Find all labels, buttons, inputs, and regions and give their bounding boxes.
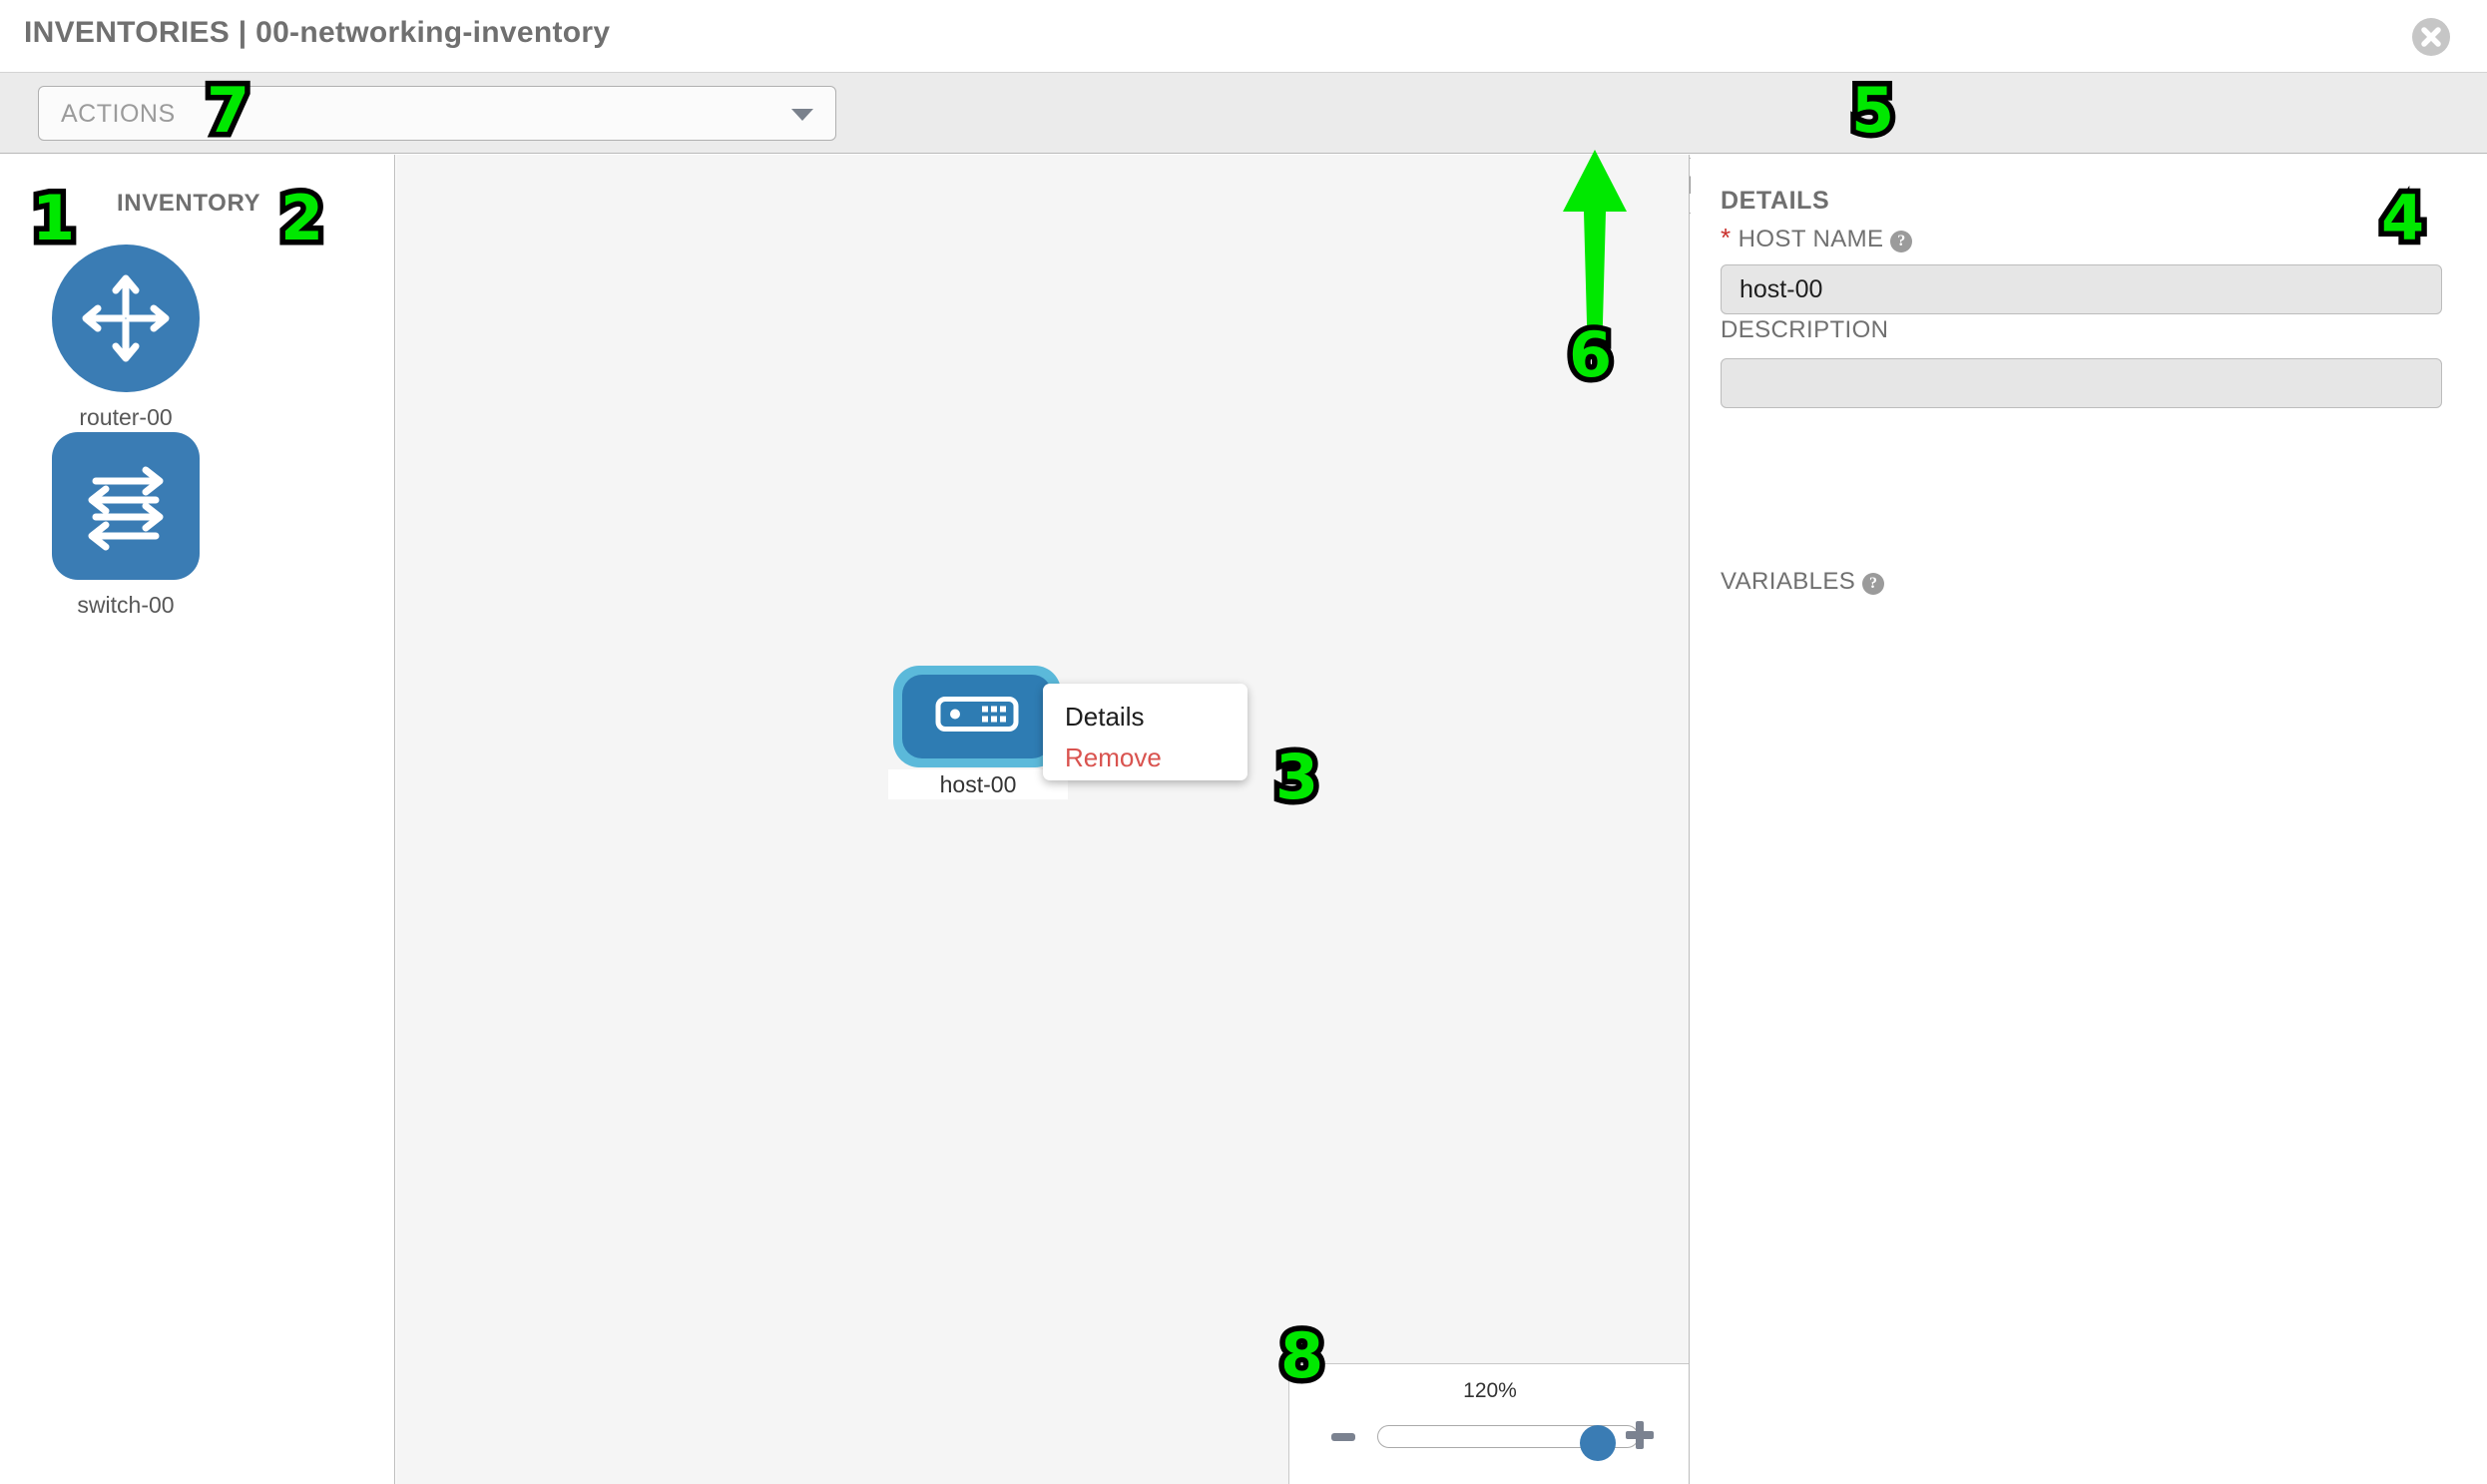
topology-node-host-00[interactable]: host-00: [888, 666, 1068, 799]
switch-icon: [52, 432, 200, 580]
context-menu-item-details[interactable]: Details: [1065, 702, 1145, 732]
host-name-label: * HOST NAME?: [1721, 223, 1913, 253]
inventory-item-switch-00[interactable]: switch-00: [26, 432, 226, 619]
node-label: host-00: [888, 769, 1068, 799]
server-icon: [935, 697, 1019, 738]
context-menu-item-remove[interactable]: Remove: [1065, 742, 1162, 772]
host-name-field[interactable]: host-00: [1721, 264, 2442, 314]
router-icon: [52, 245, 200, 392]
details-panel-title: DETAILS: [1721, 187, 1830, 215]
toolbar: ACTIONS SEARCH: [0, 72, 2487, 214]
node-context-menu: Details Remove: [1043, 684, 1247, 780]
inventory-item-router-00[interactable]: router-00: [26, 245, 226, 431]
zoom-slider[interactable]: [1377, 1425, 1639, 1461]
topology-canvas[interactable]: host-00 Details Remove 120%: [396, 155, 1690, 1484]
variables-label: VARIABLES?: [1721, 568, 1885, 596]
inventory-item-label: switch-00: [77, 592, 175, 618]
chevron-down-icon: [791, 108, 813, 121]
host-name-value: host-00: [1740, 275, 1823, 303]
actions-dropdown-label: ACTIONS: [61, 100, 176, 128]
actions-dropdown[interactable]: ACTIONS: [38, 86, 836, 141]
close-icon[interactable]: [2412, 18, 2450, 56]
zoom-out-icon[interactable]: [1331, 1433, 1355, 1441]
zoom-slider-row: [1289, 1416, 1689, 1461]
zoom-slider-thumb[interactable]: [1580, 1425, 1616, 1461]
help-icon[interactable]: ?: [1890, 231, 1913, 252]
description-label: DESCRIPTION: [1721, 316, 1889, 343]
details-panel: DETAILS * HOST NAME? host-00 DESCRIPTION…: [1691, 155, 2487, 1484]
host-name-label-text: HOST NAME: [1738, 226, 1884, 252]
zoom-control: 120%: [1288, 1363, 1689, 1484]
inventory-item-label: router-00: [79, 404, 173, 430]
window-header: INVENTORIES | 00-networking-inventory: [0, 0, 2487, 72]
zoom-in-icon[interactable]: [1626, 1421, 1654, 1449]
required-marker: *: [1721, 223, 1732, 252]
node-body: [902, 675, 1052, 758]
annotation-arrow: [1555, 150, 1635, 364]
variables-label-text: VARIABLES: [1721, 568, 1856, 595]
inventory-panel: INVENTORY router-00: [0, 155, 395, 1484]
inventory-panel-title: INVENTORY: [117, 190, 261, 217]
zoom-level-label: 120%: [1463, 1379, 1517, 1402]
page-title: INVENTORIES | 00-networking-inventory: [24, 16, 611, 49]
help-icon[interactable]: ?: [1862, 573, 1885, 595]
description-field[interactable]: [1721, 358, 2442, 408]
